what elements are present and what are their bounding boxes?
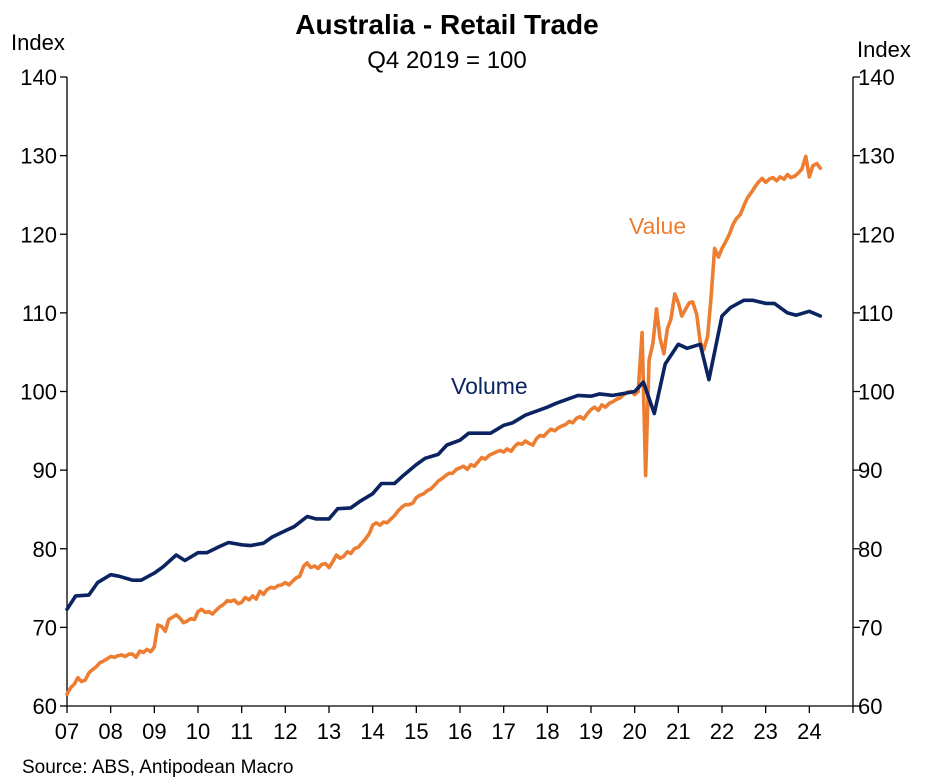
source-note: Source: ABS, Antipodean Macro <box>22 757 293 778</box>
y-tick-label-right: 70 <box>858 615 882 640</box>
y-tick-label-left: 80 <box>33 537 57 562</box>
y-tick-label-right: 140 <box>858 65 895 90</box>
x-tick-label: 13 <box>317 719 341 744</box>
x-tick-label: 20 <box>622 719 646 744</box>
y-tick-label-left: 100 <box>20 380 57 405</box>
x-tick-label: 23 <box>753 719 777 744</box>
y-tick-label-right: 120 <box>858 222 895 247</box>
y-tick-label-right: 60 <box>858 694 882 719</box>
series-layer <box>65 154 823 696</box>
series-line-volume <box>65 298 823 612</box>
series-label-value: Value <box>629 213 686 239</box>
x-tick-label: 15 <box>404 719 428 744</box>
x-tick-label: 12 <box>273 719 297 744</box>
y-tick-label-right: 80 <box>858 537 882 562</box>
x-tick-label: 09 <box>142 719 166 744</box>
x-tick-label: 08 <box>98 719 122 744</box>
y-tick-label-right: 100 <box>858 380 895 405</box>
series-line-value <box>65 154 823 696</box>
chart-title: Australia - Retail Trade <box>295 9 598 40</box>
x-tick-label: 10 <box>186 719 210 744</box>
y-tick-label-left: 120 <box>20 222 57 247</box>
x-tick-label: 16 <box>448 719 472 744</box>
x-tick-label: 19 <box>579 719 603 744</box>
y-tick-label-left: 70 <box>33 615 57 640</box>
y-tick-label-right: 130 <box>858 144 895 169</box>
y-tick-label-left: 130 <box>20 144 57 169</box>
x-tick-label: 24 <box>797 719 821 744</box>
series-label-volume: Volume <box>451 373 528 399</box>
x-tick-label: 07 <box>55 719 79 744</box>
y-tick-label-right: 110 <box>858 301 893 326</box>
chart-subtitle: Q4 2019 = 100 <box>367 47 526 74</box>
y-tick-label-left: 110 <box>22 301 57 326</box>
y-tick-label-left: 60 <box>33 694 57 719</box>
x-tick-label: 21 <box>666 719 690 744</box>
y-tick-label-left: 140 <box>20 65 57 90</box>
y-tick-label-right: 90 <box>858 458 882 483</box>
y-tick-label-left: 90 <box>33 458 57 483</box>
x-tick-label: 18 <box>535 719 559 744</box>
x-tick-label: 14 <box>360 719 384 744</box>
x-tick-label: 22 <box>710 719 734 744</box>
x-tick-label: 11 <box>230 719 253 744</box>
x-tick-label: 17 <box>491 719 515 744</box>
left-axis-label: Index <box>11 30 65 55</box>
right-axis-label: Index <box>857 37 911 62</box>
